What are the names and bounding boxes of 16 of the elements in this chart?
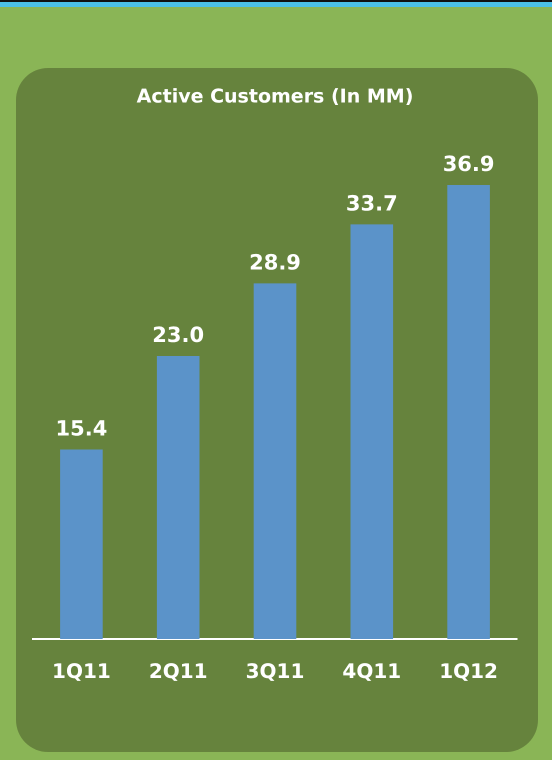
data-label: 28.9	[249, 250, 301, 274]
x-tick-label: 4Q11	[342, 659, 402, 684]
bar	[350, 224, 394, 639]
bar	[60, 450, 103, 639]
data-label: 36.9	[442, 152, 495, 176]
x-tick-label: 1Q12	[439, 659, 498, 684]
data-label: 33.7	[346, 191, 398, 216]
x-tick-label: 3Q11	[246, 659, 304, 684]
data-label: 15.4	[55, 416, 108, 440]
bar	[156, 356, 200, 639]
chart-title: Active Customers (In MM)	[136, 85, 414, 108]
bar	[447, 184, 490, 639]
x-tick-label: 1Q11	[52, 659, 111, 684]
data-label: 23.0	[152, 322, 204, 347]
bar	[254, 283, 296, 639]
x-tick-label: 2Q11	[148, 659, 208, 684]
